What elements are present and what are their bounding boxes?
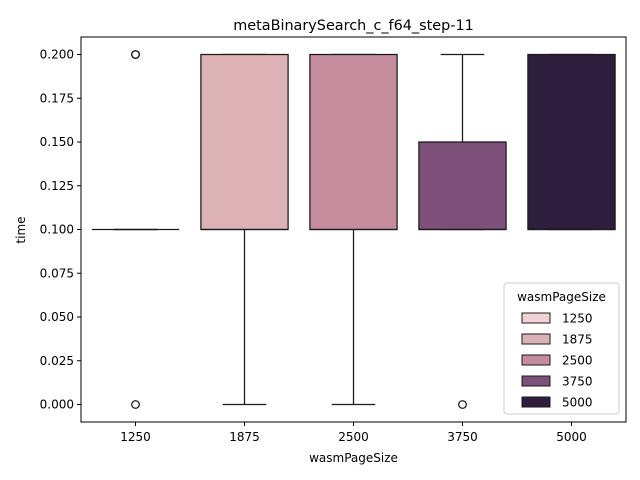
y-tick-label: 0.100 [40, 223, 74, 237]
legend-swatch [521, 333, 551, 345]
y-tick-label: 0.075 [40, 266, 74, 280]
legend-entry-label: 1250 [562, 312, 593, 326]
outlier-point [131, 400, 140, 409]
legend: wasmPageSize 1250 1875 2500 3750 5000 [503, 282, 620, 415]
legend-entry-label: 1875 [562, 333, 593, 347]
plot-area: 0.000 0.025 0.050 0.075 0.100 0.125 0.150 0.175… [40, 36, 627, 444]
y-tick-label: 0.150 [40, 135, 74, 149]
y-tick-label: 0.200 [40, 48, 74, 62]
box-2500 [309, 53, 398, 231]
legend-swatch [521, 396, 551, 408]
y-tick-label: 0.175 [40, 91, 74, 105]
chart-title: metaBinarySearch_c_f64_step-11 [233, 18, 474, 34]
y-axis-label: time [14, 216, 28, 243]
box-3750 [418, 141, 507, 231]
x-tick-label: 5000 [556, 430, 587, 444]
y-tick-label: 0.125 [40, 179, 74, 193]
x-axis-label: wasmPageSize [309, 451, 398, 465]
box-5000 [527, 53, 616, 231]
legend-entry-label: 5000 [562, 396, 593, 410]
x-tick-label: 2500 [338, 430, 369, 444]
x-tick-label: 3750 [447, 430, 478, 444]
x-tick-label: 1250 [120, 430, 151, 444]
x-tick-label: 1875 [229, 430, 260, 444]
legend-swatch [521, 375, 551, 387]
outlier-point [131, 50, 140, 59]
legend-swatch [521, 354, 551, 366]
y-tick-label: 0.000 [40, 398, 74, 412]
y-tick-label: 0.050 [40, 310, 74, 324]
legend-swatch [521, 312, 551, 324]
y-tick-label: 0.025 [40, 354, 74, 368]
box-1875 [200, 53, 289, 231]
legend-entry-label: 2500 [562, 354, 593, 368]
legend-entry-label: 3750 [562, 375, 593, 389]
legend-title: wasmPageSize [517, 290, 606, 304]
outlier-point [458, 400, 467, 409]
